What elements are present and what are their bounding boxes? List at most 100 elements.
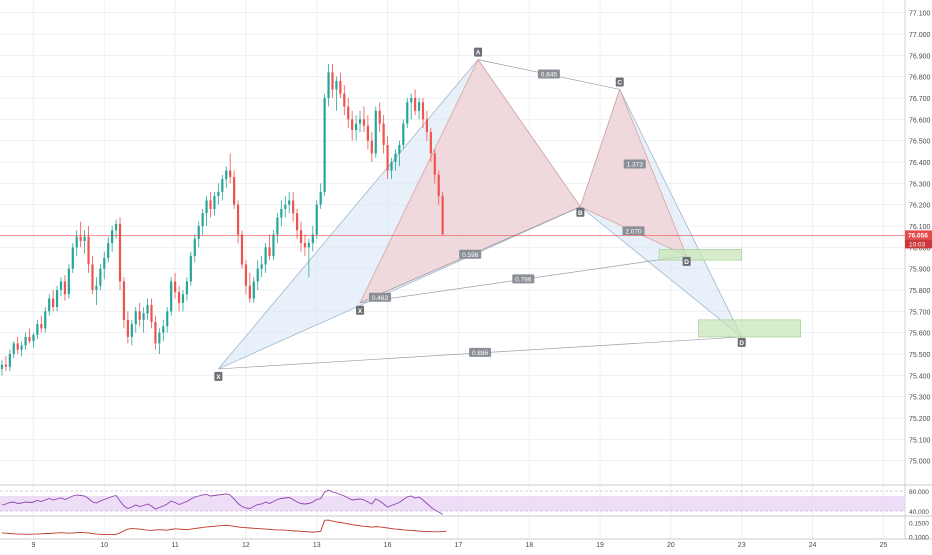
candle-body [205,200,208,214]
candle [185,277,189,301]
candle-body [16,343,19,350]
candle [335,76,338,111]
candle-body [370,140,373,154]
candle-body [213,196,216,209]
candle-body [406,102,409,124]
candle-body [193,238,196,256]
y-tick-label: 75.200 [909,416,931,423]
candle [107,236,110,263]
candle-body [87,236,90,265]
candle [264,243,267,273]
pattern-point-text: B [578,210,583,217]
candle [75,230,78,256]
candle [225,166,228,188]
candle-body [154,322,157,344]
candle [414,89,417,116]
candle-body [130,324,133,337]
pattern-point-label: X [214,371,223,381]
candle [99,264,102,290]
candle [134,307,137,333]
candle-body [354,123,358,130]
candle-body [52,298,55,308]
candle [209,191,212,218]
ratio-label-badge [469,347,492,357]
candle [40,315,43,333]
pattern-point-badge [576,207,585,217]
candle [162,319,165,342]
candle [276,213,279,244]
candle-body [225,170,228,180]
candle-body [36,324,39,335]
candle [8,349,11,372]
candle [386,136,389,180]
pattern-point-label: C [615,77,624,87]
candle-body [146,304,149,314]
candle [323,93,326,197]
candle-body [386,144,389,171]
candle-body [390,162,393,171]
candle [221,174,224,201]
candle [358,110,362,133]
candle-body [319,191,322,205]
candle [406,98,409,128]
candle [130,319,133,346]
y-tick-label: 77.100 [909,11,931,18]
candle-body [67,268,70,295]
candle-body [158,332,161,344]
ratio-label: 0.786 [512,274,535,284]
candle [181,290,185,312]
candle [370,132,373,162]
candle [63,275,67,301]
candle-body [177,292,181,303]
ratio-label: 0.598 [459,249,482,259]
candle [205,196,208,226]
candle [126,311,129,344]
candle-body [122,281,126,320]
candle-body [12,343,15,354]
candle [170,277,173,316]
candle-body [256,268,259,282]
y-tick-label: 75.500 [909,352,931,359]
candle [236,200,240,244]
y-tick-label: 75.600 [909,331,931,338]
x-tick-label: 9 [31,542,35,549]
ratio-label: 2.070 [622,226,645,236]
candle-body [327,72,330,98]
candle [292,191,295,222]
y-tick-label: 75.400 [909,373,931,380]
candle [91,255,94,295]
y-tick-label: 75.800 [909,288,931,295]
ratio-label-badge [512,274,535,284]
candle-body [173,281,177,293]
candle [79,221,82,248]
candle [201,208,204,235]
candle-body [311,234,314,244]
candle-body [150,304,153,322]
candle [425,110,429,141]
pattern-point-text: X [216,374,221,381]
pattern-point-label: X [356,305,365,315]
pattern-point-badge [214,371,223,381]
candle [244,260,248,295]
candle-body [284,204,287,209]
candle [347,98,350,128]
candle [36,319,39,340]
candle [441,191,444,235]
ratio-label-text: 0.786 [515,276,532,283]
ratio-label-text: 2.070 [625,228,642,235]
y-tick-label: 76.400 [909,160,931,167]
x-tick-label: 10 [100,542,108,549]
pattern-point-text: D [739,340,744,347]
candle [315,200,318,239]
candle [378,102,381,133]
candle [421,98,425,128]
x-tick-label: 20 [667,542,675,549]
candle [177,285,181,312]
candle [52,290,55,312]
candle [398,140,401,167]
candle-body [181,294,185,303]
candle-body [32,334,35,342]
ratio-label-badge [623,159,646,169]
